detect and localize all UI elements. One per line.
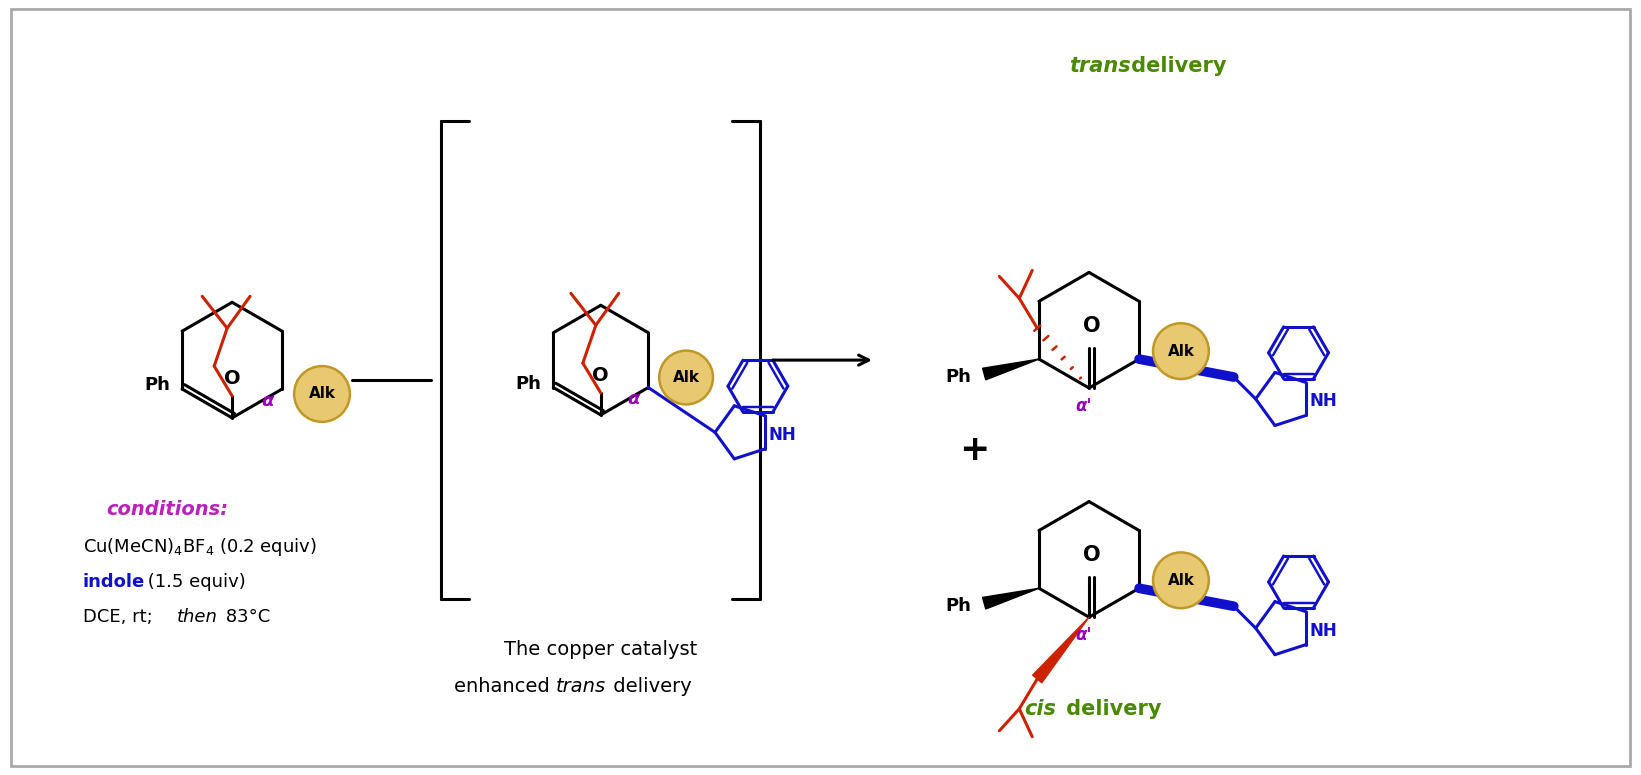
Text: Alk: Alk [309, 387, 335, 401]
Text: trans: trans [556, 677, 606, 697]
Circle shape [660, 350, 714, 405]
Polygon shape [1032, 617, 1090, 683]
Text: α': α' [1076, 626, 1093, 644]
Text: then: then [177, 608, 218, 626]
Text: trans: trans [1068, 56, 1131, 76]
Text: The copper catalyst: The copper catalyst [504, 639, 697, 659]
Text: NH: NH [768, 425, 796, 444]
Text: 83°C: 83°C [220, 608, 271, 626]
Text: indole: indole [82, 574, 144, 591]
Text: Alk: Alk [673, 370, 699, 385]
Polygon shape [983, 588, 1039, 609]
Text: delivery: delivery [607, 677, 691, 697]
Circle shape [1154, 553, 1209, 608]
Text: cis: cis [1024, 699, 1057, 719]
Text: OH: OH [294, 376, 325, 394]
Text: delivery: delivery [1124, 56, 1226, 76]
Text: +: + [960, 432, 990, 467]
Text: Cu(MeCN)$_4$BF$_4$ (0.2 equiv): Cu(MeCN)$_4$BF$_4$ (0.2 equiv) [82, 536, 317, 559]
Text: delivery: delivery [1058, 699, 1162, 719]
Text: Ph: Ph [945, 368, 971, 386]
Text: NH: NH [1310, 392, 1337, 411]
Text: O: O [223, 369, 241, 388]
Text: O: O [1083, 316, 1101, 336]
Text: enhanced: enhanced [455, 677, 556, 697]
Text: (1.5 equiv): (1.5 equiv) [143, 574, 246, 591]
Text: α': α' [1076, 397, 1093, 415]
Circle shape [1154, 323, 1209, 379]
Text: O: O [592, 366, 609, 385]
Text: NH: NH [1310, 622, 1337, 639]
Text: conditions:: conditions: [107, 500, 228, 519]
Text: O: O [1083, 546, 1101, 565]
Polygon shape [983, 359, 1039, 380]
Circle shape [294, 366, 350, 422]
Text: Alk: Alk [1167, 573, 1195, 587]
Text: α: α [627, 391, 640, 408]
Text: Ph: Ph [945, 598, 971, 615]
Text: Ph: Ph [515, 374, 542, 392]
Text: α: α [261, 392, 274, 410]
Text: Ph: Ph [144, 376, 171, 394]
Text: DCE, rt;: DCE, rt; [82, 608, 158, 626]
Text: Alk: Alk [1167, 343, 1195, 359]
